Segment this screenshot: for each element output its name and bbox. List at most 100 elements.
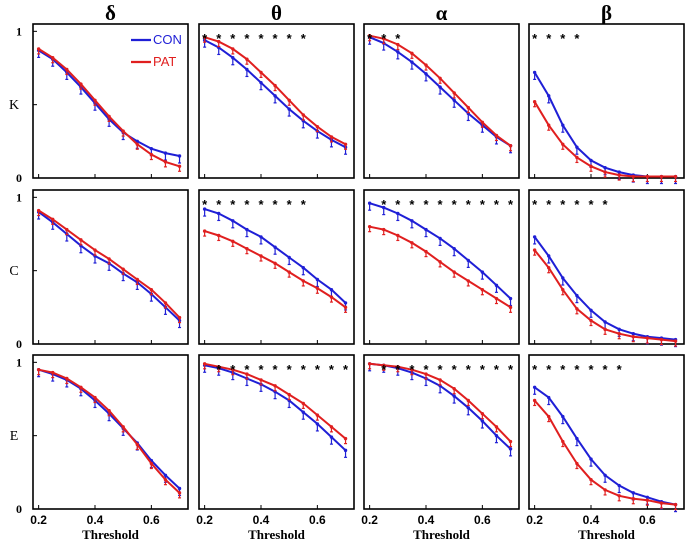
- x-tick-label: 0.2: [526, 513, 543, 527]
- series-line-con: [369, 202, 512, 300]
- significance-star: *: [301, 31, 307, 46]
- data-point-pat: [452, 270, 456, 274]
- data-point-pat: [466, 279, 470, 283]
- data-point-pat: [231, 47, 235, 51]
- data-point-pat: [121, 129, 125, 133]
- significance-star: *: [287, 31, 293, 46]
- series-line-pat: [38, 368, 181, 494]
- row-label-c: C: [9, 264, 18, 279]
- x-tick-label: 0.4: [418, 513, 435, 527]
- y-tick-label: 1: [16, 355, 22, 369]
- band-title-3: β: [601, 1, 612, 25]
- data-point-pat: [382, 227, 386, 232]
- significance-star: *: [301, 362, 307, 377]
- x-tick-label: 0.2: [196, 513, 213, 527]
- data-point-con: [532, 385, 537, 389]
- data-point-con: [631, 332, 635, 336]
- legend-label-pat: PAT: [153, 54, 176, 69]
- data-point-pat: [631, 174, 635, 179]
- x-axis-label: Threshold: [82, 527, 140, 542]
- x-tick-label: 0.6: [474, 513, 491, 527]
- x-axis-label: Threshold: [578, 527, 636, 542]
- panel-frame: [198, 354, 355, 510]
- significance-star: *: [617, 362, 623, 377]
- significance-star: *: [438, 362, 444, 377]
- x-axis-label: Threshold: [413, 527, 471, 542]
- data-point-pat: [301, 401, 305, 406]
- significance-star: *: [546, 31, 552, 46]
- significance-star: *: [244, 197, 250, 212]
- data-point-con: [438, 236, 442, 241]
- data-point-pat: [259, 378, 263, 382]
- x-tick-label: 0.2: [30, 513, 47, 527]
- significance-star: *: [452, 197, 458, 212]
- series-line-con: [204, 208, 347, 304]
- data-point-pat: [410, 367, 414, 372]
- data-point-con: [561, 123, 565, 127]
- data-point-pat: [315, 124, 320, 129]
- data-point-con: [589, 308, 593, 312]
- data-point-pat: [589, 164, 593, 168]
- data-point-con: [410, 219, 414, 223]
- significance-star: *: [423, 197, 429, 212]
- data-point-pat: [51, 370, 55, 375]
- significance-star: *: [258, 362, 264, 377]
- data-point-con: [231, 219, 235, 223]
- y-tick-label: 0: [16, 337, 22, 351]
- significance-star: *: [452, 362, 458, 377]
- data-point-con: [631, 491, 635, 495]
- data-point-pat: [79, 82, 83, 86]
- panel-frame: [528, 189, 685, 345]
- significance-star: *: [216, 197, 222, 212]
- data-point-pat: [315, 286, 320, 290]
- significance-star: *: [273, 31, 279, 46]
- significance-star: *: [409, 362, 415, 377]
- data-point-pat: [245, 57, 249, 61]
- data-point-pat: [603, 327, 607, 332]
- significance-star: *: [480, 362, 486, 377]
- significance-star: *: [466, 362, 472, 377]
- data-point-con: [424, 72, 428, 76]
- data-point-pat: [65, 376, 69, 381]
- data-point-pat: [617, 173, 621, 177]
- data-point-pat: [287, 270, 291, 274]
- data-point-pat: [589, 318, 593, 323]
- data-point-pat: [301, 113, 305, 117]
- data-point-con: [273, 94, 277, 98]
- data-point-pat: [51, 217, 55, 222]
- data-point-pat: [217, 39, 221, 44]
- significance-star: *: [532, 362, 538, 377]
- data-point-con: [396, 50, 400, 54]
- data-point-con: [480, 270, 485, 274]
- data-point-con: [532, 235, 537, 239]
- data-point-pat: [121, 425, 125, 429]
- significance-star: *: [466, 197, 472, 212]
- significance-star: *: [494, 197, 500, 212]
- significance-star: *: [494, 362, 500, 377]
- data-point-pat: [329, 425, 334, 429]
- data-point-con: [575, 145, 579, 149]
- panel-k-1: * * * * * * * *: [198, 23, 355, 179]
- band-title-1: θ: [271, 1, 282, 25]
- data-point-pat: [547, 266, 551, 270]
- significance-star: *: [603, 362, 609, 377]
- data-point-pat: [121, 267, 125, 271]
- data-point-pat: [396, 42, 400, 47]
- x-tick-label: 0.4: [87, 513, 104, 527]
- data-point-con: [245, 227, 249, 232]
- data-point-con: [561, 276, 565, 280]
- data-point-pat: [645, 498, 650, 502]
- data-point-pat: [163, 477, 168, 482]
- panel-frame: [363, 354, 520, 510]
- significance-star: *: [480, 197, 486, 212]
- data-point-con: [452, 98, 456, 102]
- data-point-con: [603, 166, 607, 170]
- x-axis-label: Threshold: [248, 527, 306, 542]
- data-point-pat: [480, 411, 485, 416]
- data-point-con: [202, 207, 207, 211]
- significance-star: *: [574, 31, 580, 46]
- data-point-con: [617, 170, 621, 174]
- data-point-con: [561, 414, 565, 419]
- data-point-pat: [79, 385, 83, 389]
